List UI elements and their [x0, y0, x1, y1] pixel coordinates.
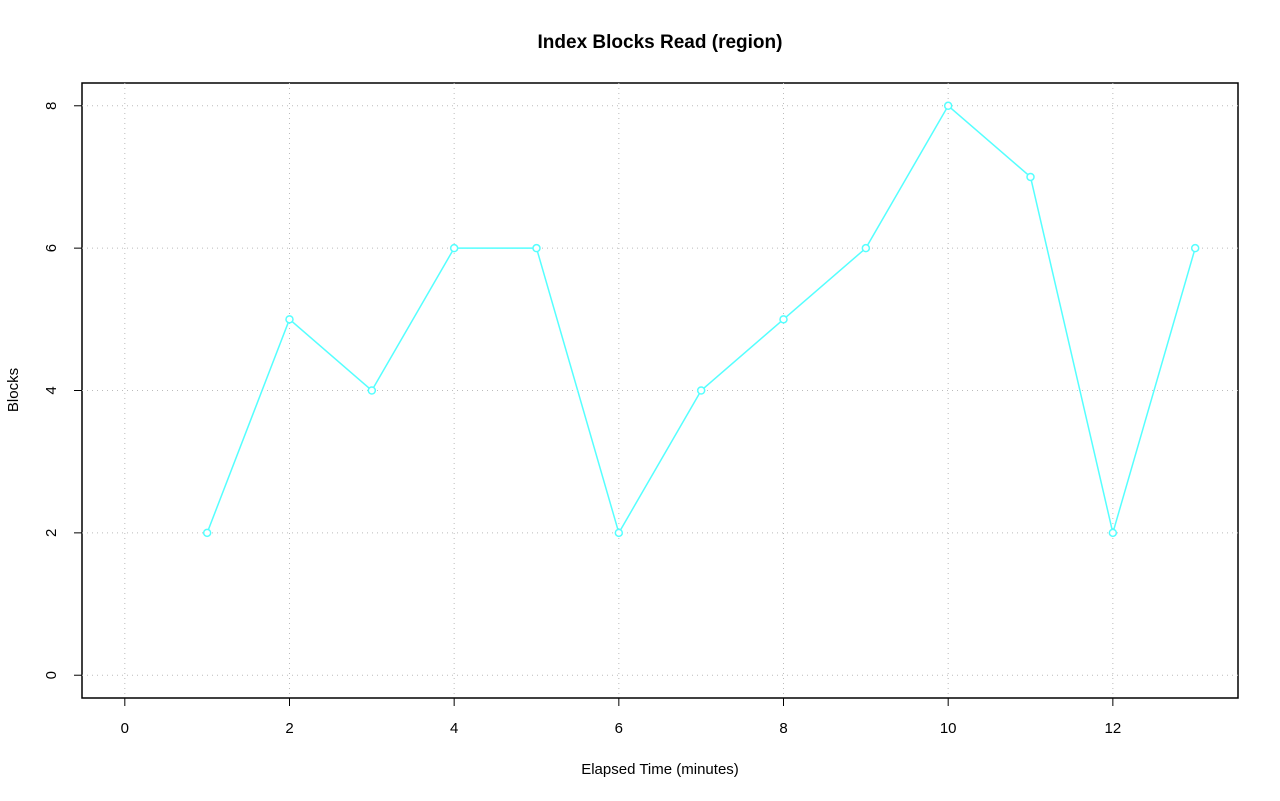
data-point — [861, 243, 871, 253]
data-point — [943, 101, 953, 111]
x-tick-label: 8 — [779, 720, 787, 737]
data-point — [1026, 172, 1035, 182]
chart-title: Index Blocks Read (region) — [538, 32, 783, 53]
data-point — [367, 386, 377, 395]
data-point — [532, 243, 541, 253]
data-point — [285, 315, 294, 324]
data-point — [696, 386, 706, 395]
y-tick-label: 6 — [43, 244, 60, 252]
x-tick-label: 2 — [285, 720, 293, 737]
x-tick-label: 6 — [615, 720, 623, 737]
x-tick-label: 12 — [1105, 720, 1122, 737]
y-tick-label: 8 — [43, 102, 60, 110]
data-point — [614, 528, 624, 538]
plot-frame — [81, 82, 1239, 699]
data-point — [202, 528, 212, 538]
x-tick-label: 0 — [121, 720, 129, 737]
data-point — [449, 243, 459, 253]
x-axis-label: Elapsed Time (minutes) — [581, 761, 739, 778]
data-point — [779, 315, 788, 324]
series-line — [206, 104, 1196, 536]
data-point — [1190, 243, 1200, 253]
data-point — [1108, 528, 1118, 538]
y-axis-label: Blocks — [5, 368, 22, 412]
y-tick-label: 2 — [43, 529, 60, 537]
y-tick-label: 0 — [43, 671, 60, 679]
y-tick-label: 4 — [43, 386, 60, 394]
x-tick-label: 10 — [940, 720, 957, 737]
x-tick-label: 4 — [450, 720, 458, 737]
